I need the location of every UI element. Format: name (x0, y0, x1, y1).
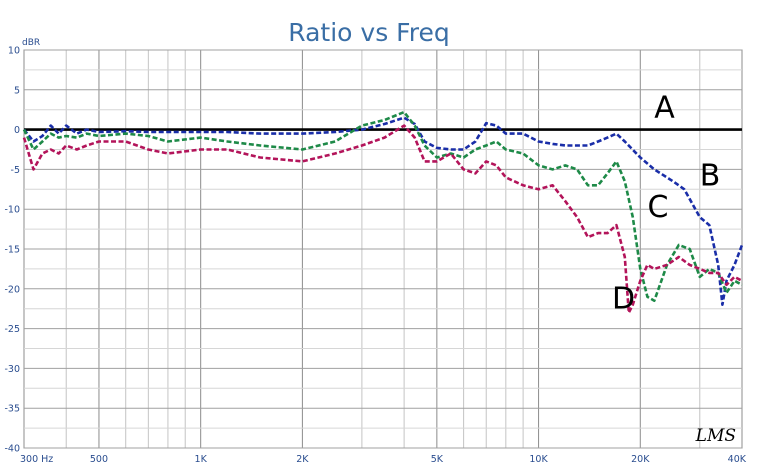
chart-title: Ratio vs Freq (288, 18, 449, 47)
x-tick-label: 20K (631, 454, 650, 465)
grid (23, 49, 743, 449)
y-tick-label: 5 (14, 85, 20, 96)
lms-watermark: LMS (695, 426, 736, 446)
y-tick-label: -10 (4, 205, 20, 216)
curve-label-c: C (647, 190, 668, 225)
series-line-c (22, 110, 743, 302)
x-tick-labels: 300 Hz 500 1K 2K 5K 10K 20K 40K (20, 454, 747, 465)
series-layer (22, 110, 744, 314)
y-tick-label: 10 (8, 46, 20, 57)
y-axis-unit: dBR (22, 38, 40, 48)
y-tick-labels: 10 5 0 -5 -10 -15 -20 -25 -30 -35 -40 (4, 46, 20, 455)
series-line-d (22, 124, 743, 314)
x-tick-label: 1K (195, 454, 208, 465)
curve-label-d: D (612, 282, 635, 317)
y-tick-label: -30 (4, 364, 20, 375)
curve-label-a: A (654, 91, 675, 126)
x-tick-label: 40K (728, 454, 747, 465)
y-tick-label: -25 (4, 324, 20, 335)
curve-labels: ABC D (612, 91, 720, 317)
curve-label-b: B (700, 158, 721, 193)
y-tick-label: -40 (4, 444, 20, 455)
x-tick-label: 2K (296, 454, 309, 465)
x-tick-label: 10K (529, 454, 548, 465)
x-tick-label: 5K (431, 454, 444, 465)
y-tick-label: 0 (14, 125, 20, 136)
series-line-b (22, 116, 744, 306)
x-tick-label: 300 Hz (20, 454, 53, 465)
y-tick-label: -5 (11, 165, 20, 176)
y-tick-label: -15 (4, 245, 20, 256)
x-tick-label: 500 (90, 454, 108, 465)
y-tick-label: -35 (4, 404, 20, 415)
y-tick-label: -20 (4, 284, 20, 295)
